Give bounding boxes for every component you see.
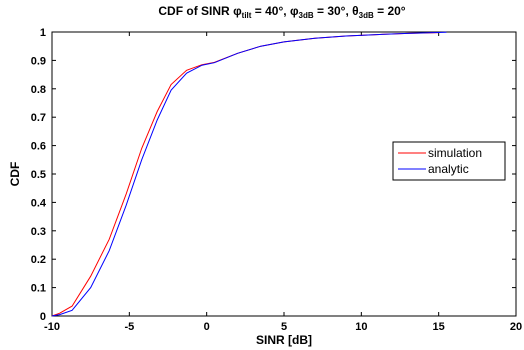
x-tick-label: 15 <box>433 321 445 333</box>
y-tick-label: 0.9 <box>31 55 46 67</box>
legend-label-simulation: simulation <box>428 146 482 160</box>
x-tick-label: -5 <box>124 321 134 333</box>
chart-title: CDF of SINR φtilt = 40°, φ3dB = 30°, θ3d… <box>158 4 405 20</box>
x-tick-label: 5 <box>281 321 287 333</box>
axis-tick-labels: -10 -5 0 5 10 15 20 0 0.1 0.2 0.3 0.4 0.5 0.6 0.7 0.8 0.… <box>31 27 522 333</box>
y-tick-label: 0.1 <box>31 283 46 295</box>
y-tick-label: 0.4 <box>31 197 47 209</box>
x-axis-label: SINR [dB] <box>256 333 312 347</box>
x-tick-label: 10 <box>355 321 367 333</box>
y-tick-label: 0.7 <box>31 112 46 124</box>
x-tick-label: 0 <box>204 321 210 333</box>
y-tick-label: 0.6 <box>31 141 46 153</box>
y-axis-label: CDF <box>8 162 22 187</box>
y-tick-label: 1 <box>40 27 46 39</box>
y-tick-label: 0.8 <box>31 84 46 96</box>
series-line-analytic <box>51 31 447 317</box>
y-tick-label: 0.5 <box>31 169 46 181</box>
legend-label-analytic: analytic <box>428 162 469 176</box>
y-tick-label: 0.3 <box>31 226 46 238</box>
legend-box <box>392 141 506 181</box>
series-lines <box>51 31 447 317</box>
legend: simulation analytic <box>392 141 506 181</box>
y-tick-label: 0 <box>40 311 46 323</box>
y-tick-label: 0.2 <box>31 254 46 266</box>
x-tick-label: 20 <box>510 321 522 333</box>
axis-ticks <box>51 31 517 317</box>
x-tick-label: -10 <box>44 321 60 333</box>
